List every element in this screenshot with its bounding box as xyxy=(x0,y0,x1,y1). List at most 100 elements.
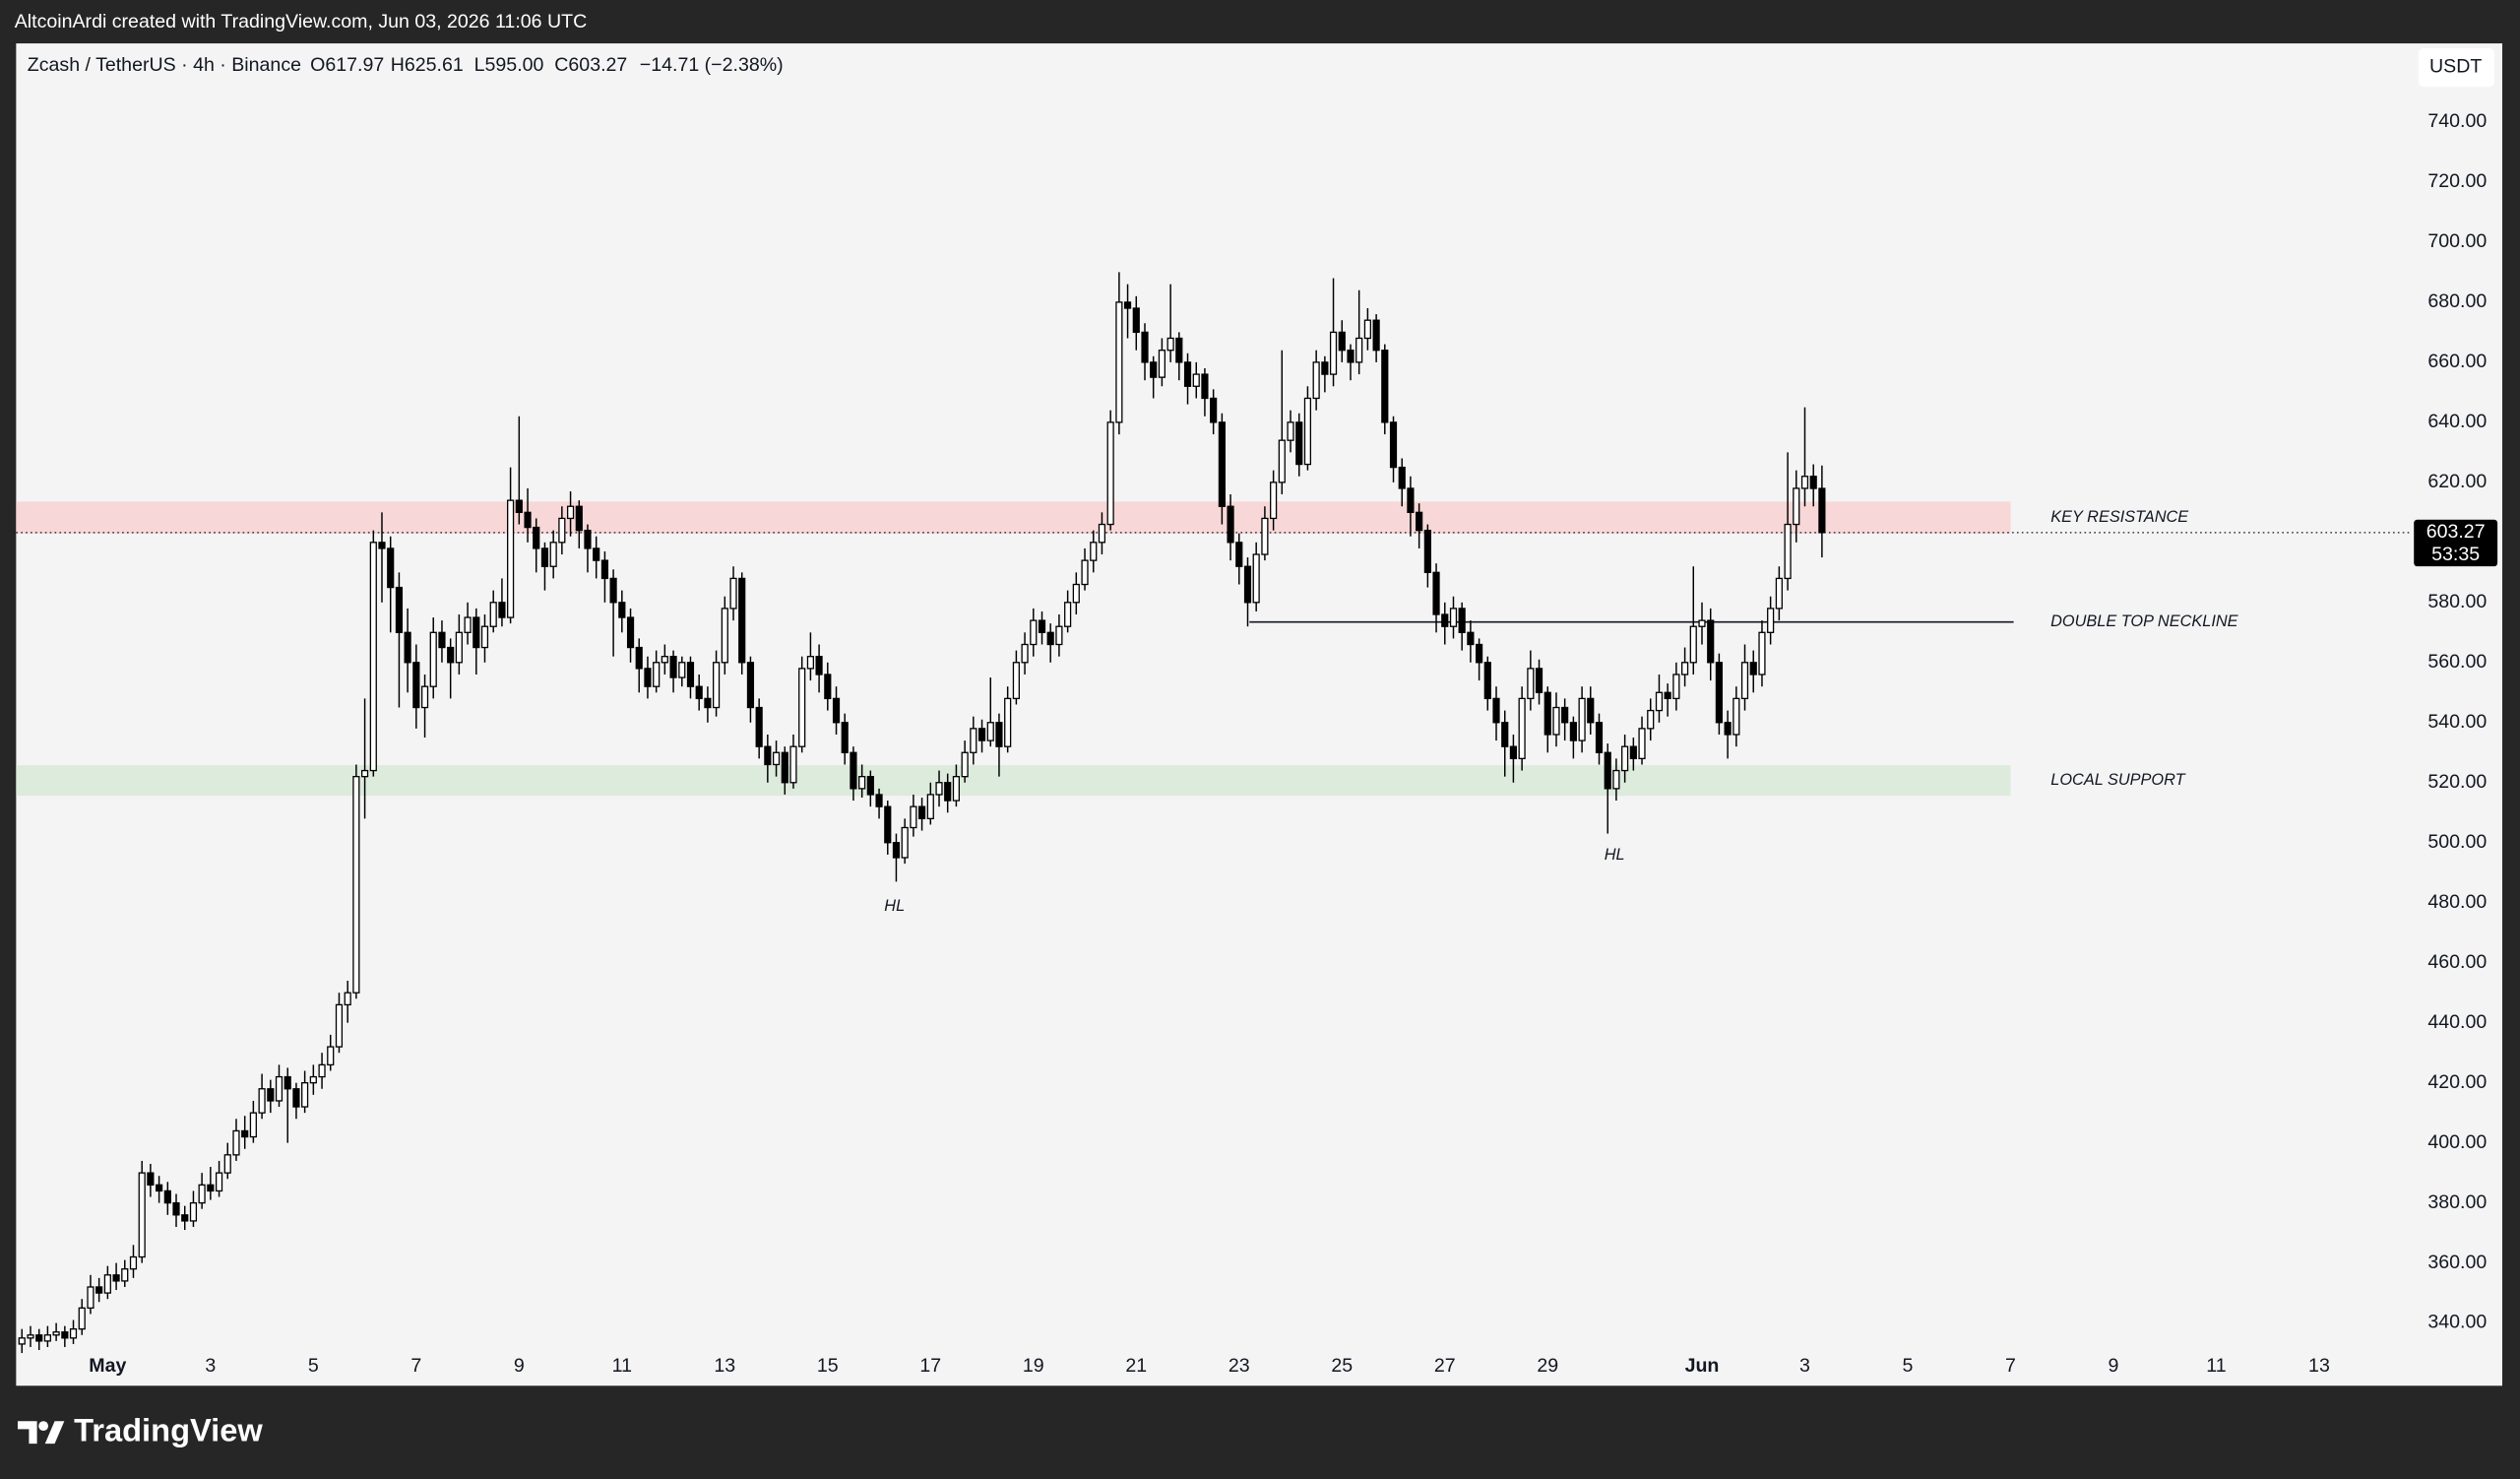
candle-body xyxy=(1740,662,1749,700)
candle-body xyxy=(387,547,395,589)
candle-body xyxy=(1210,397,1218,423)
candle-body xyxy=(1278,439,1286,483)
candle-body xyxy=(850,751,857,790)
candle-body xyxy=(1715,662,1723,724)
candle-body xyxy=(1141,331,1149,363)
candle-body xyxy=(172,1201,180,1216)
x-tick-label: 9 xyxy=(514,1355,525,1377)
candle-body xyxy=(910,805,917,829)
candle-body xyxy=(952,776,961,802)
annotation: HL xyxy=(1605,846,1625,864)
candle-body xyxy=(429,631,437,687)
candle-body xyxy=(1227,505,1234,544)
candle-body xyxy=(369,542,377,772)
candle-body xyxy=(78,1307,86,1330)
candle-body xyxy=(1363,319,1371,340)
y-tick-label: 400.00 xyxy=(2427,1131,2487,1153)
candle-body xyxy=(1055,625,1063,646)
candle-body xyxy=(866,776,874,796)
candle-body xyxy=(644,668,652,687)
y-tick-label: 340.00 xyxy=(2427,1312,2487,1333)
candle-body xyxy=(1552,706,1560,736)
logo-mark xyxy=(44,1421,65,1445)
candle-body xyxy=(1587,697,1595,724)
candle-body xyxy=(558,517,566,544)
x-tick-label: 11 xyxy=(612,1355,632,1377)
y-tick-label: 420.00 xyxy=(2427,1071,2487,1093)
candle-body xyxy=(1527,668,1535,700)
candle-body xyxy=(575,505,583,532)
currency[interactable]: USDT xyxy=(2429,56,2482,78)
candle-body xyxy=(1809,476,1817,489)
candle-body xyxy=(824,674,832,700)
y-tick-label: 520.00 xyxy=(2427,771,2487,793)
candle-body xyxy=(309,1075,317,1084)
candle-body xyxy=(1303,397,1312,466)
candle-body xyxy=(1518,697,1526,760)
y-tick-label: 620.00 xyxy=(2427,471,2487,492)
candle-body xyxy=(198,1184,206,1204)
candle-body xyxy=(1321,361,1329,375)
x-tick-label: 5 xyxy=(308,1355,319,1377)
candle-body xyxy=(1758,631,1766,675)
x-tick-label: 5 xyxy=(1903,1355,1914,1377)
price-tag xyxy=(2414,519,2498,567)
candle-body xyxy=(798,668,806,747)
zone-label: KEY RESISTANCE xyxy=(2050,508,2189,526)
candle-body xyxy=(1192,373,1200,387)
candle-body xyxy=(593,547,600,561)
candle-body xyxy=(764,745,772,766)
y-tick-label: 360.00 xyxy=(2427,1252,2487,1273)
candle-body xyxy=(1175,337,1183,363)
candle-body xyxy=(103,1274,111,1294)
x-tick-label: 3 xyxy=(205,1355,216,1377)
candle-body xyxy=(121,1268,129,1282)
candle-body xyxy=(1329,331,1338,375)
candle-body xyxy=(1347,350,1354,363)
candle-body xyxy=(944,782,952,802)
candle-body xyxy=(1664,691,1671,700)
candle-body xyxy=(635,646,643,670)
candle-body xyxy=(378,542,386,549)
candle-body xyxy=(27,1334,34,1339)
low: L595.00 xyxy=(474,54,544,76)
candle-body xyxy=(215,1172,223,1192)
candle-body xyxy=(1449,608,1458,627)
y-tick-label: 740.00 xyxy=(2427,110,2487,132)
candle-body xyxy=(746,662,755,709)
x-tick-label: 11 xyxy=(2206,1355,2226,1377)
currency-button[interactable] xyxy=(2419,47,2494,88)
x-tick-label: May xyxy=(89,1355,126,1377)
y-tick-label: 720.00 xyxy=(2427,170,2487,192)
candle-body xyxy=(686,662,695,687)
candle-body xyxy=(653,662,661,687)
candle-body xyxy=(815,656,823,675)
y-tick-label: 700.00 xyxy=(2427,230,2487,252)
candle-body xyxy=(69,1328,78,1339)
candle-body xyxy=(1784,523,1792,580)
candle-body xyxy=(18,1337,26,1345)
candle-body xyxy=(1423,529,1431,573)
candle-body xyxy=(600,559,609,580)
candle-body xyxy=(292,1088,300,1108)
candle-body xyxy=(1501,722,1509,747)
x-tick-label: 17 xyxy=(919,1355,941,1377)
x-tick-label: 9 xyxy=(2109,1355,2119,1377)
candle-body xyxy=(223,1154,231,1174)
symbol: Zcash / TetherUS · 4h · Binance xyxy=(28,54,301,76)
candle-body xyxy=(1509,745,1517,760)
price-tag-countdown: 53:35 xyxy=(2431,544,2480,565)
candle-body xyxy=(1578,697,1586,741)
y-tick-label: 460.00 xyxy=(2427,951,2487,973)
candle-body xyxy=(875,794,883,807)
candle-body xyxy=(301,1082,309,1108)
x-tick-label: Jun xyxy=(1685,1355,1720,1377)
candle-body xyxy=(533,526,540,549)
candle-body xyxy=(626,616,635,649)
candle-body xyxy=(1569,722,1577,741)
candle-body xyxy=(395,586,404,633)
candle-body xyxy=(1295,421,1303,466)
candle-body xyxy=(1561,706,1569,724)
candle-body xyxy=(1381,350,1389,423)
